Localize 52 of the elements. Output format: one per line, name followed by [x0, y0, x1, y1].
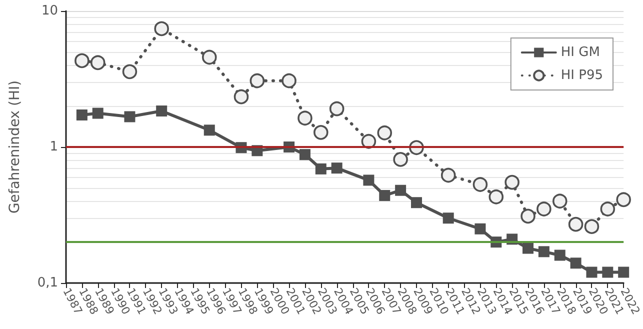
point: [314, 125, 328, 140]
point: [154, 21, 169, 36]
point: [329, 101, 344, 116]
point: [363, 174, 374, 186]
point: [393, 152, 408, 167]
point: [379, 190, 390, 201]
point: [156, 105, 168, 116]
point: [602, 266, 614, 278]
point: [122, 64, 138, 80]
point: [204, 124, 215, 136]
point: [586, 266, 598, 278]
point: [536, 202, 552, 216]
y-tick-label: 10: [41, 4, 58, 18]
y-axis-title: Gefahrenindex (HI): [7, 80, 23, 214]
point: [282, 73, 296, 88]
point: [618, 266, 630, 278]
point: [377, 125, 392, 140]
point: [331, 162, 342, 174]
point: [570, 258, 582, 269]
point: [472, 177, 488, 192]
y-tick-label: 1: [50, 140, 58, 154]
point: [600, 202, 616, 216]
point: [124, 111, 136, 122]
point: [568, 216, 584, 232]
point: [552, 194, 568, 209]
point: [474, 223, 486, 234]
point: [410, 197, 422, 208]
point: [250, 73, 265, 88]
point: [234, 89, 249, 104]
point: [361, 134, 376, 149]
legend-label: HI P95: [560, 68, 603, 83]
legend-label: HI GM: [560, 45, 600, 60]
point: [538, 246, 550, 258]
point: [315, 163, 326, 174]
point: [554, 250, 566, 261]
point: [504, 174, 520, 190]
point: [298, 110, 312, 126]
point: [520, 208, 536, 224]
point: [395, 184, 406, 196]
point: [440, 168, 456, 183]
point: [488, 189, 504, 204]
point: [442, 212, 454, 224]
point: [90, 55, 106, 70]
point: [76, 109, 88, 120]
point: [522, 242, 534, 254]
point: [74, 53, 90, 68]
point: [299, 149, 310, 160]
y-tick-label: 0,1: [37, 276, 58, 290]
point: [202, 50, 217, 65]
point: [92, 108, 104, 119]
point: [584, 219, 600, 234]
point: [616, 192, 631, 208]
